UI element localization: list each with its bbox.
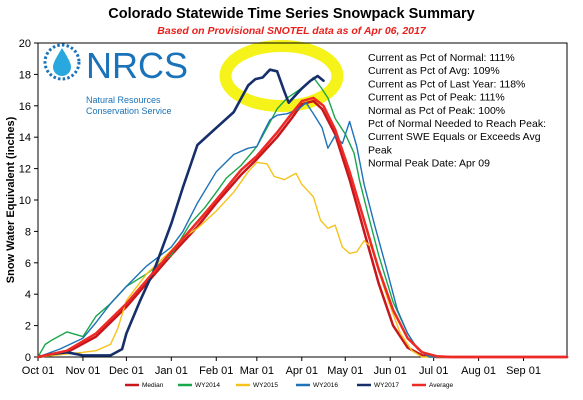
x-tick-label: Dec 01 (109, 365, 144, 377)
y-tick-label: 20 (19, 38, 31, 50)
series-line-wy2017 (36, 68, 325, 359)
legend-item-wy2014: WY2014 (178, 382, 220, 389)
x-tick-label: Mar 01 (240, 365, 274, 377)
y-axis-label: Snow Water Equivalent (inches) (5, 116, 17, 283)
highlight-ellipse (219, 39, 344, 112)
legend-label: WY2015 (253, 382, 278, 389)
x-tick-label: Feb 01 (199, 365, 233, 377)
annotation-line: Current as Pct of Avg: 109% (368, 65, 500, 77)
y-tick-label: 16 (19, 101, 31, 113)
annotation-line: Current as Pct of Normal: 111% (368, 52, 515, 64)
x-tick-label: Apr 01 (286, 365, 318, 377)
stats-annotations: Current as Pct of Normal: 111%Current as… (368, 52, 546, 170)
annotation-line: Current as Pct of Last Year: 118% (368, 78, 525, 90)
logo-ring (43, 43, 81, 81)
x-axis: Oct 01 Nov 01 Dec 01 Jan 01 Feb 01 Mar 01 Apr … (22, 357, 541, 377)
legend-item-average: Average (412, 382, 453, 389)
y-tick-label: 6 (25, 258, 31, 270)
chart-subtitle: Based on Provisional SNOTEL data as of A… (157, 25, 426, 37)
y-tick-label: 10 (19, 195, 31, 207)
logo-line-2: Conservation Service (86, 106, 172, 116)
x-tick-label: Sep 01 (506, 365, 541, 377)
x-tick-label: Nov 01 (65, 365, 100, 377)
y-tick-label: 8 (25, 226, 31, 238)
x-tick-label: Jul 01 (419, 365, 448, 377)
x-tick-label: Jan 01 (155, 365, 188, 377)
y-tick-label: 12 (19, 164, 31, 176)
annotation-line: Pct of Normal Needed to Reach Peak: (368, 118, 546, 130)
yellow-highlight-circle (219, 39, 344, 112)
annotation-line: Current SWE Equals or Exceeds Avg (368, 131, 541, 143)
legend-label: Average (429, 382, 453, 389)
water-drop-icon (53, 48, 71, 76)
y-tick-label: 14 (19, 132, 31, 144)
annotation-line: Current as Pct of Peak: 111% (368, 92, 505, 104)
series-line-median (36, 99, 569, 359)
series-lines (36, 68, 569, 359)
logo-wordmark: NRCS (86, 45, 188, 86)
annotation-line: Normal Peak Date: Apr 09 (368, 158, 490, 170)
legend-label: WY2014 (195, 382, 220, 389)
series-line-wy2016 (37, 102, 568, 358)
series-line-average (36, 96, 569, 359)
annotation-line: Normal as Pct of Peak: 100% (368, 105, 505, 117)
legend-item-wy2016: WY2016 (296, 382, 338, 389)
y-tick-label: 4 (25, 289, 31, 301)
legend: Median WY2014 WY2015 WY2016 WY2017 Average (125, 382, 453, 389)
y-tick-label: 2 (25, 321, 31, 333)
legend-label: Median (142, 382, 164, 389)
chart-title: Colorado Statewide Time Series Snowpack … (108, 6, 475, 22)
y-axis: 0 2 4 6 8 10 12 14 16 18 20 Snow Water Equivalent (… (5, 38, 38, 364)
x-tick-label: May 01 (327, 365, 363, 377)
legend-item-wy2015: WY2015 (236, 382, 278, 389)
logo-line-1: Natural Resources (86, 95, 161, 105)
x-tick-label: Jun 01 (374, 365, 407, 377)
x-tick-label: Oct 01 (22, 365, 54, 377)
legend-item-median: Median (125, 382, 164, 389)
series-line-wy2015 (37, 161, 568, 358)
y-tick-label: 0 (25, 352, 31, 364)
annotation-line: Peak (368, 144, 393, 156)
legend-label: WY2017 (374, 382, 399, 389)
nrcs-logo: NRCS Natural Resources Conservation Serv… (43, 43, 188, 116)
legend-label: WY2016 (313, 382, 338, 389)
y-tick-label: 18 (19, 69, 31, 81)
legend-item-wy2017: WY2017 (357, 382, 399, 389)
x-tick-label: Aug 01 (461, 365, 496, 377)
